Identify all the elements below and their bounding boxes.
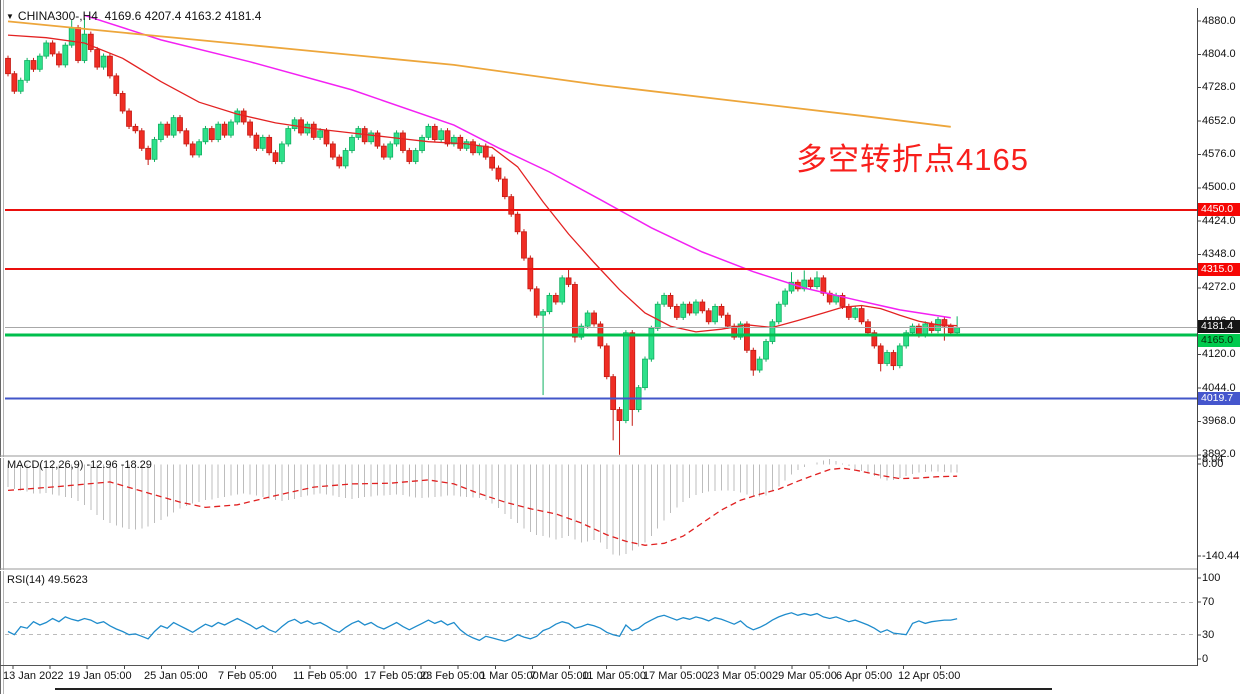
price-tag-4315.0: 4315.0 — [1198, 262, 1240, 276]
price-axis-label: 4728.0 — [1202, 81, 1236, 94]
symbol-period-label: CHINA300-,H4 — [17, 9, 98, 23]
time-axis-label: 13 Jan 2022 — [3, 670, 64, 682]
time-axis-label: 29 Mar 05:00 — [772, 670, 837, 682]
time-axis-label: 23 Mar 05:00 — [707, 670, 772, 682]
price-axis-label: 4500.0 — [1202, 181, 1236, 194]
macd-axis-label: 0.00 — [1202, 457, 1224, 470]
time-axis-label: 7 Mar 05:00 — [530, 670, 589, 682]
price-axis-label: 4348.0 — [1202, 248, 1236, 261]
price-axis-label: 4272.0 — [1202, 281, 1236, 294]
time-axis-label: 12 Apr 05:00 — [898, 670, 961, 682]
price-axis-label: 4804.0 — [1202, 47, 1236, 60]
rsi-axis-label: 0 — [1202, 652, 1209, 665]
macd-signal-line — [7, 467, 958, 546]
price-axis-label: 4652.0 — [1202, 114, 1236, 127]
price-tag-4450.0: 4450.0 — [1198, 203, 1240, 217]
time-axis-label: 17 Feb 05:00 — [364, 670, 429, 682]
price-axis-label: 4880.0 — [1202, 14, 1236, 27]
annotation-text: 多空转折点4165 — [796, 142, 1029, 177]
price-axis-label: 3892.0 — [1202, 448, 1236, 461]
macd-axis-label: -140.44 — [1202, 549, 1240, 562]
time-axis-label: 1 Mar 05:00 — [480, 670, 539, 682]
price-axis-label: 4576.0 — [1202, 147, 1236, 160]
time-axis-label: 19 Jan 05:00 — [68, 670, 132, 682]
price-tag-4019.7: 4019.7 — [1198, 392, 1240, 406]
rsi-line — [7, 612, 958, 642]
price-tag-4181.4: 4181.4 — [1198, 320, 1240, 334]
time-axis-label: 11 Feb 05:00 — [293, 670, 358, 682]
mid-ma-magenta — [84, 14, 951, 319]
time-axis-label: 17 Mar 05:00 — [643, 670, 708, 682]
price-tag-4165.0: 4165.0 — [1198, 334, 1240, 348]
time-axis-label: 7 Feb 05:00 — [218, 670, 277, 682]
time-axis-label: 6 Apr 05:00 — [836, 670, 893, 682]
symbol-dropdown-icon[interactable]: ▼ — [6, 12, 14, 21]
chart-title: ▼ CHINA300-,H4 4169.6 4207.4 4163.2 4181.… — [6, 9, 261, 23]
time-axis-label: 11 Mar 05:00 — [582, 670, 647, 682]
rsi-indicator-label: RSI(14) 49.5623 — [7, 574, 88, 586]
time-axis-label: 23 Feb 05:00 — [420, 670, 485, 682]
rsi-axis-label: 30 — [1202, 628, 1215, 641]
rsi-axis-label: 70 — [1202, 595, 1215, 608]
price-axis-label: 4044.0 — [1202, 381, 1236, 394]
macd-axis-label: 8.04 — [1202, 452, 1224, 465]
ohlc-readout: 4169.6 4207.4 4163.2 4181.4 — [104, 9, 262, 23]
price-axis-label: 4424.0 — [1202, 214, 1236, 227]
fast-ma-red — [7, 34, 958, 333]
price-axis-label: 4120.0 — [1202, 348, 1236, 361]
slow-ma-orange — [7, 20, 951, 128]
price-axis-label: 3968.0 — [1202, 414, 1236, 427]
time-axis-label: 25 Jan 05:00 — [144, 670, 208, 682]
rsi-axis-label: 100 — [1202, 571, 1221, 584]
macd-indicator-label: MACD(12,26,9) -12.96 -18.29 — [7, 459, 152, 471]
